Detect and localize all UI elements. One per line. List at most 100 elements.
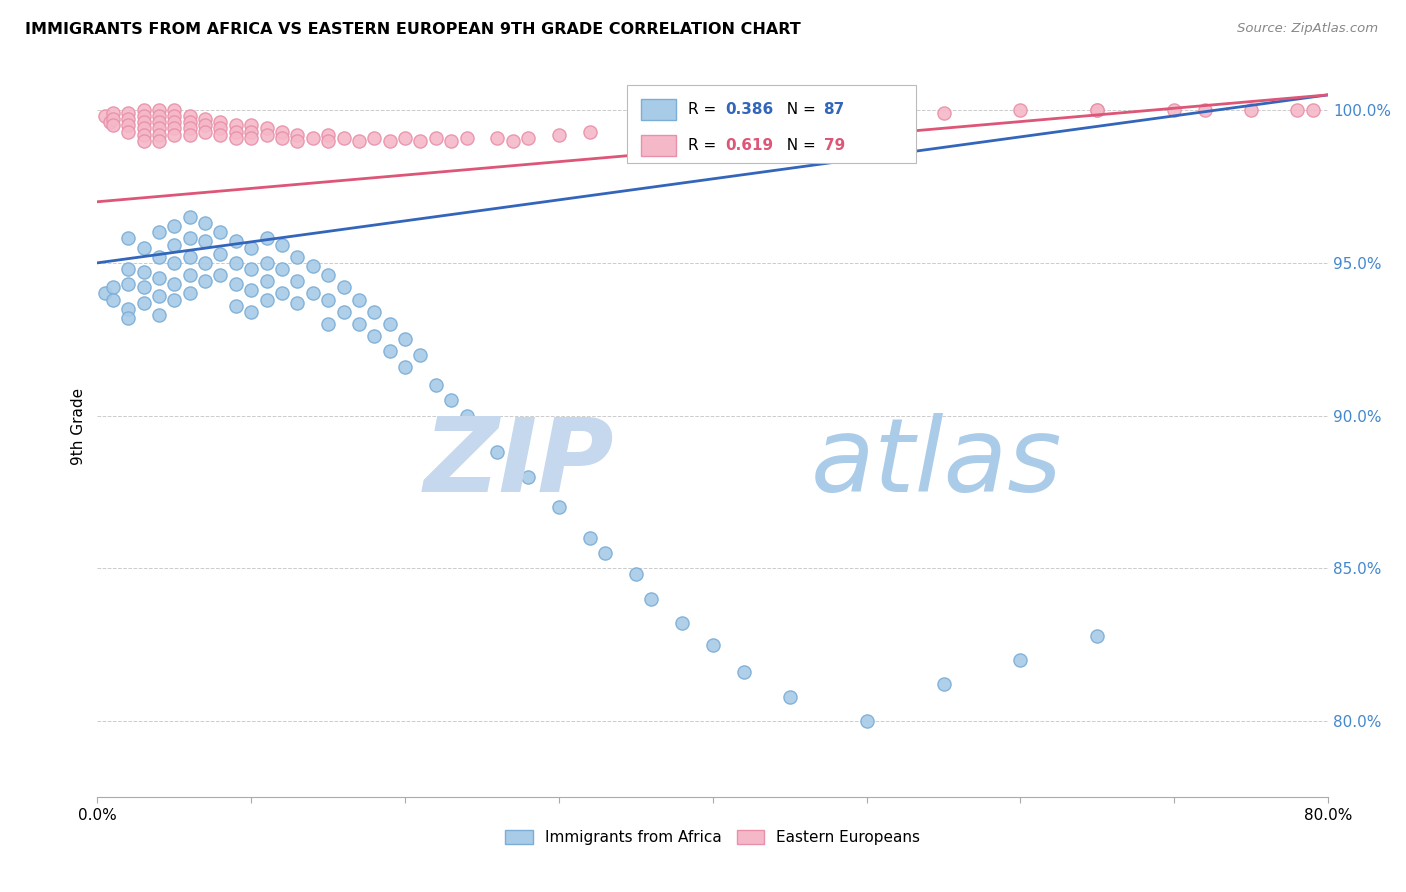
Point xyxy=(378,134,401,148)
Point xyxy=(671,616,693,631)
Point xyxy=(240,241,263,255)
Point xyxy=(1010,103,1032,117)
Point xyxy=(1010,653,1032,667)
Point xyxy=(148,271,170,285)
Point xyxy=(409,347,432,361)
Point xyxy=(486,445,509,459)
Point xyxy=(256,231,278,245)
Point xyxy=(132,280,155,294)
Point xyxy=(163,121,186,136)
Point xyxy=(225,124,247,138)
Point xyxy=(163,237,186,252)
Point xyxy=(932,106,955,120)
Point xyxy=(733,665,755,680)
Point xyxy=(517,130,540,145)
Point xyxy=(363,130,385,145)
Point xyxy=(117,231,139,245)
Point xyxy=(117,301,139,316)
Point xyxy=(163,115,186,129)
Point xyxy=(409,134,432,148)
Point xyxy=(179,210,201,224)
Point xyxy=(98,115,121,129)
Point xyxy=(347,134,370,148)
Point xyxy=(179,128,201,142)
Point xyxy=(179,109,201,123)
Point xyxy=(1163,103,1185,117)
Point xyxy=(194,119,217,133)
Point xyxy=(256,256,278,270)
Point xyxy=(548,500,571,515)
Point xyxy=(256,293,278,307)
Text: N =: N = xyxy=(776,138,820,153)
Point xyxy=(101,293,124,307)
Point xyxy=(932,677,955,691)
Point xyxy=(394,130,416,145)
Point xyxy=(456,130,478,145)
Text: Source: ZipAtlas.com: Source: ZipAtlas.com xyxy=(1237,22,1378,36)
Point xyxy=(163,109,186,123)
Point xyxy=(225,235,247,249)
Point xyxy=(240,284,263,298)
Point xyxy=(148,308,170,322)
Point xyxy=(702,115,724,129)
Point xyxy=(1240,103,1263,117)
Point xyxy=(179,231,201,245)
Point xyxy=(94,286,117,301)
Point xyxy=(440,134,463,148)
Point xyxy=(779,690,801,704)
Point xyxy=(640,591,662,606)
Point xyxy=(394,332,416,346)
Point xyxy=(316,128,339,142)
Point xyxy=(1085,103,1108,117)
Point xyxy=(148,225,170,239)
Point xyxy=(425,378,447,392)
Point xyxy=(225,130,247,145)
Point xyxy=(378,317,401,331)
Text: IMMIGRANTS FROM AFRICA VS EASTERN EUROPEAN 9TH GRADE CORRELATION CHART: IMMIGRANTS FROM AFRICA VS EASTERN EUROPE… xyxy=(25,22,801,37)
Point xyxy=(194,256,217,270)
Point xyxy=(101,280,124,294)
Point xyxy=(256,274,278,288)
Point xyxy=(271,262,294,277)
Point xyxy=(132,128,155,142)
Point xyxy=(148,115,170,129)
Point xyxy=(1085,103,1108,117)
Point xyxy=(209,246,232,260)
Point xyxy=(347,293,370,307)
Bar xyxy=(641,136,676,156)
Point xyxy=(471,424,494,438)
Point xyxy=(285,295,308,310)
Point xyxy=(132,265,155,279)
Point xyxy=(347,317,370,331)
Point xyxy=(132,103,155,117)
Point xyxy=(548,128,571,142)
Point xyxy=(209,268,232,282)
Point xyxy=(132,115,155,129)
Point xyxy=(1302,103,1324,117)
Point xyxy=(240,119,263,133)
Point xyxy=(225,256,247,270)
Point xyxy=(624,567,647,582)
Point xyxy=(593,546,616,560)
Point xyxy=(179,268,201,282)
Text: atlas: atlas xyxy=(811,413,1063,514)
Point xyxy=(285,134,308,148)
Point xyxy=(1085,628,1108,642)
Point xyxy=(117,106,139,120)
Point xyxy=(502,134,524,148)
Point xyxy=(194,124,217,138)
Point xyxy=(240,304,263,318)
Point xyxy=(855,714,877,728)
Text: 0.386: 0.386 xyxy=(725,103,773,117)
Point xyxy=(240,130,263,145)
Point xyxy=(148,128,170,142)
Point xyxy=(117,112,139,127)
Point xyxy=(117,262,139,277)
Point xyxy=(363,329,385,343)
Bar xyxy=(641,99,676,120)
Point xyxy=(209,225,232,239)
Point xyxy=(425,130,447,145)
Point xyxy=(163,256,186,270)
Point xyxy=(194,216,217,230)
Point xyxy=(316,268,339,282)
